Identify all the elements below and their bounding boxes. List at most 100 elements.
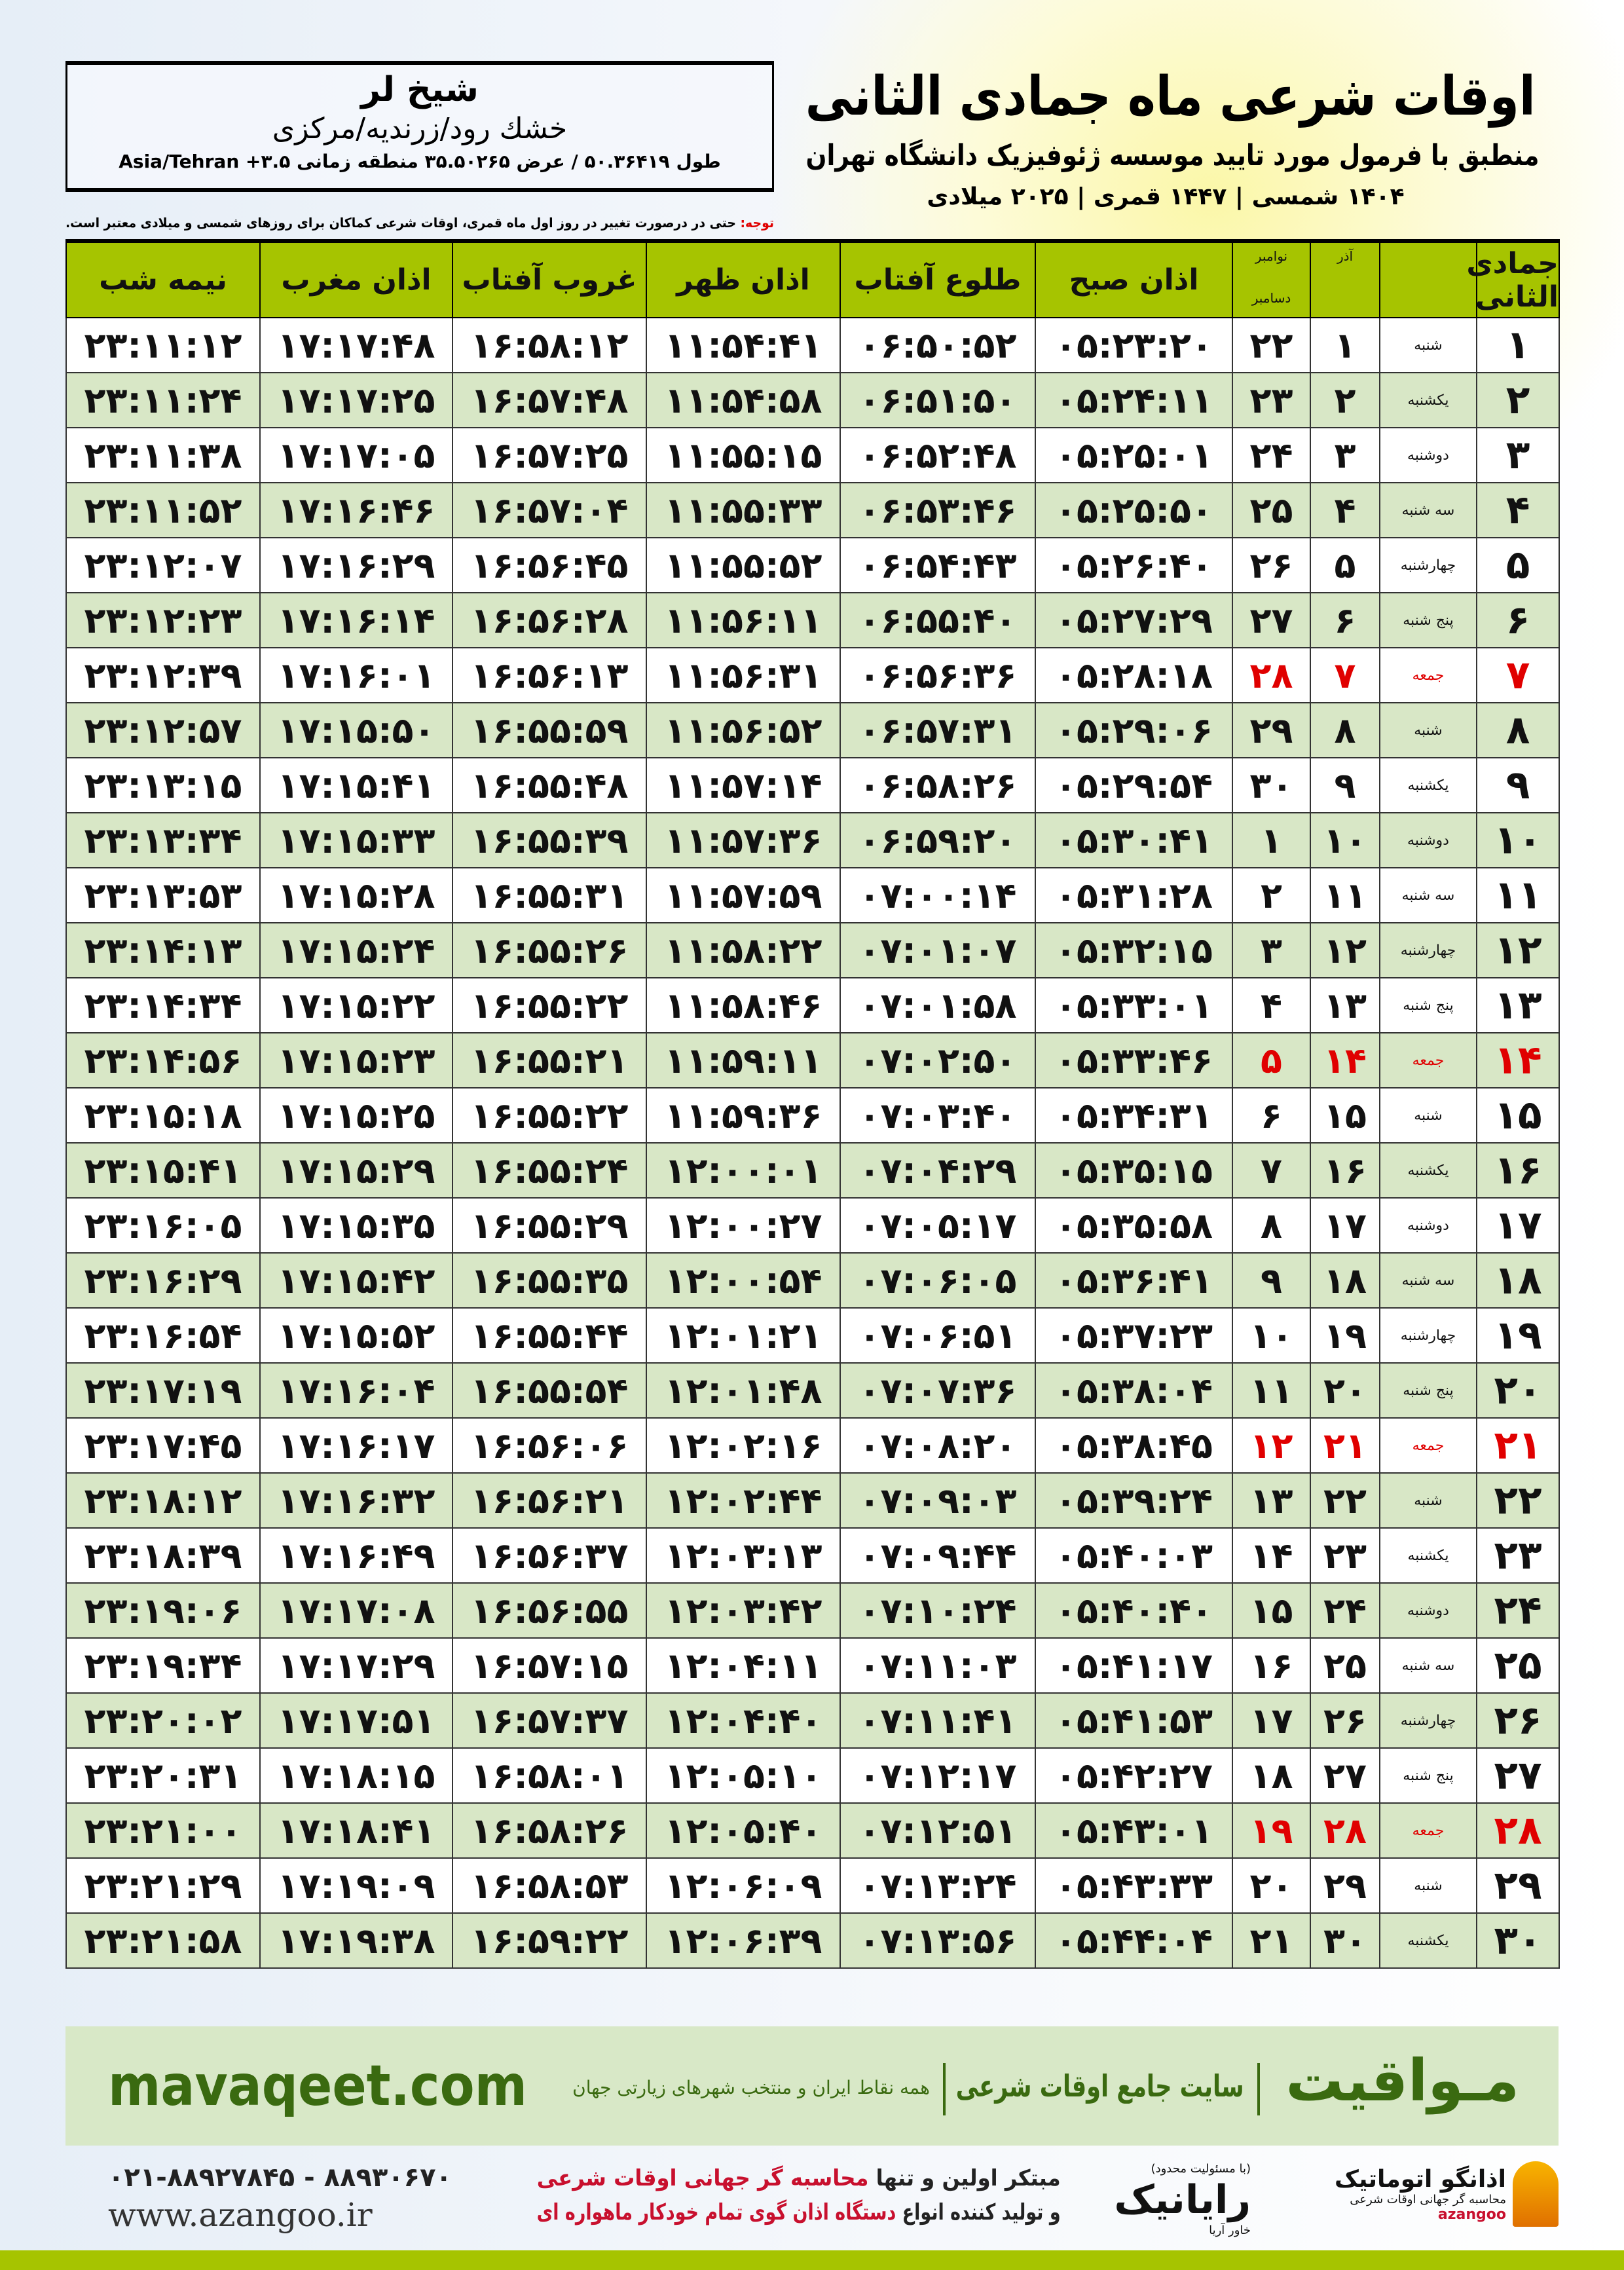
sunset-time: ۱۶:۵۵:۲۲: [452, 977, 647, 1033]
azar-day: ۱۴: [1310, 1032, 1380, 1088]
col-nov-dec: نوامبر دسامبر: [1232, 239, 1311, 318]
rayanik-name: رایانیک: [1114, 2177, 1251, 2223]
midnight-time: ۲۳:۱۶:۲۹: [65, 1252, 261, 1309]
col-maghrib: اذان مغرب: [259, 239, 453, 318]
azar-day: ۲۱: [1310, 1417, 1380, 1474]
nov-dec-day: ۳: [1232, 922, 1311, 978]
day-number: ۲۲: [1476, 1472, 1560, 1529]
sunset-time: ۱۶:۵۶:۵۵: [452, 1582, 647, 1639]
table-row: ۱۸ سه شنبه ۱۸ ۹ ۰۵:۳۶:۴۱ ۰۷:۰۶:۰۵ ۱۲:۰۰:۵۴ ۱۶:۵…: [65, 1252, 1560, 1309]
nov-dec-day: ۲۲: [1232, 317, 1311, 373]
weekday: چهارشنبه: [1379, 1307, 1477, 1364]
weekday: جمعه: [1379, 1802, 1477, 1859]
sunrise-time: ۰۷:۰۶:۰۵: [840, 1252, 1036, 1309]
sunrise-time: ۰۷:۰۴:۲۹: [840, 1142, 1036, 1199]
dhuhr-time: ۱۲:۰۳:۴۲: [646, 1582, 841, 1639]
city-name: شیخ لر: [361, 70, 479, 109]
sunrise-time: ۰۷:۰۹:۴۴: [840, 1527, 1036, 1584]
table-row: ۱۵ شنبه ۱۵ ۶ ۰۵:۳۴:۳۱ ۰۷:۰۳:۴۰ ۱۱:۵۹:۳۶ ۱۶:۵۵:۲…: [65, 1087, 1560, 1144]
nov-dec-day: ۲۶: [1232, 537, 1311, 593]
pitch-line2-inner: و تولید کننده انواع دستگاه اذان گوی تمام…: [537, 2195, 1061, 2229]
sunset-time: ۱۶:۵۵:۳۵: [452, 1252, 647, 1309]
maghrib-time: ۱۷:۱۵:۲۸: [259, 867, 453, 923]
phone-numbers: ۰۲۱-۸۸۹۲۷۸۴۵ - ۸۸۹۳۰۶۷۰: [108, 2163, 452, 2193]
midnight-time: ۲۳:۱۹:۳۴: [65, 1637, 261, 1694]
table-row: ۲۷ پنج شنبه ۲۷ ۱۸ ۰۵:۴۲:۲۷ ۰۷:۱۲:۱۷ ۱۲:۰۵:۱۰ ۱۶…: [65, 1747, 1560, 1804]
azar-day: ۱۳: [1310, 977, 1380, 1033]
sunset-time: ۱۶:۵۵:۳۱: [452, 867, 647, 923]
fajr-time: ۰۵:۲۵:۵۰: [1035, 482, 1233, 538]
nov-dec-day: ۱۲: [1232, 1417, 1311, 1474]
table-row: ۱۲ چهارشنبه ۱۲ ۳ ۰۵:۳۲:۱۵ ۰۷:۰۱:۰۷ ۱۱:۵۸:۲۲ ۱۶:…: [65, 922, 1560, 978]
dhuhr-time: ۱۲:۰۶:۳۹: [646, 1912, 841, 1969]
page-title-box: اوقات شرعی ماه جمادی الثانی: [805, 62, 1536, 131]
nov-dec-day: ۷: [1232, 1142, 1311, 1199]
city-name-box: شیخ لر: [73, 69, 767, 111]
weekday: جمعه: [1379, 1032, 1477, 1088]
pitch-text: مبتکر اولین و تنها محاسبه گر جهانی اوقات…: [537, 2161, 1061, 2229]
prayer-times-table: جمادی الثانی آذر نوامبر دسامبر اذان صبح ط…: [65, 239, 1560, 1969]
dhuhr-time: ۱۱:۵۶:۱۱: [646, 592, 841, 648]
day-number: ۲۰: [1476, 1362, 1560, 1419]
nov-dec-day: ۲۳: [1232, 372, 1311, 428]
year-line-box: ۱۴۰۴ شمسی | ۱۴۴۷ قمری | ۲۰۲۵ میلادی: [904, 182, 1428, 212]
azar-day: ۴: [1310, 482, 1380, 538]
weekday: دوشنبه: [1379, 812, 1477, 868]
bottom-bar: [0, 2250, 1624, 2270]
midnight-time: ۲۳:۱۳:۱۵: [65, 757, 261, 813]
dhuhr-time: ۱۲:۰۳:۱۳: [646, 1527, 841, 1584]
sunset-time: ۱۶:۵۸:۱۲: [452, 317, 647, 373]
sunset-time: ۱۶:۵۷:۲۵: [452, 427, 647, 483]
azangoo-name-box: اذانگو اتوماتیک: [1277, 2166, 1506, 2193]
weekday: پنج شنبه: [1379, 1362, 1477, 1419]
pitch-line2: و تولید کننده انواع دستگاه اذان گوی تمام…: [537, 2195, 1061, 2229]
azangoo-link[interactable]: www.azangoo.ir: [108, 2196, 373, 2234]
midnight-time: ۲۳:۱۱:۳۸: [65, 427, 261, 483]
fajr-time: ۰۵:۲۹:۵۴: [1035, 757, 1233, 813]
col-day: جمادی الثانی: [1466, 239, 1560, 318]
maghrib-time: ۱۷:۱۶:۰۱: [259, 647, 453, 703]
azar-day: ۲: [1310, 372, 1380, 428]
sunrise-time: ۰۷:۰۶:۵۱: [840, 1307, 1036, 1364]
col-midnight: نیمه شب: [65, 239, 261, 318]
dhuhr-time: ۱۲:۰۲:۱۶: [646, 1417, 841, 1474]
sunrise-time: ۰۶:۵۲:۴۸: [840, 427, 1036, 483]
sunset-time: ۱۶:۵۵:۳۹: [452, 812, 647, 868]
azangoo-logo: اذانگو اتوماتیک محاسبه گر جهانی اوقات شر…: [1270, 2161, 1559, 2227]
sunrise-time: ۰۶:۵۸:۲۶: [840, 757, 1036, 813]
sunrise-time: ۰۷:۱۳:۵۶: [840, 1912, 1036, 1969]
table-row: ۹ یکشنبه ۹ ۳۰ ۰۵:۲۹:۵۴ ۰۶:۵۸:۲۶ ۱۱:۵۷:۱۴ ۱۶:۵۵:…: [65, 757, 1560, 813]
azangoo-link-box[interactable]: www.azangoo.ir: [108, 2195, 514, 2235]
day-number: ۱۴: [1476, 1032, 1560, 1088]
fajr-time: ۰۵:۳۴:۳۱: [1035, 1087, 1233, 1144]
slogan: سایت جامع اوقات شرعی: [956, 2068, 1244, 2104]
day-number: ۲۴: [1476, 1582, 1560, 1639]
sunrise-time: ۰۷:۱۲:۱۷: [840, 1747, 1036, 1804]
dhuhr-time: ۱۱:۵۵:۱۵: [646, 427, 841, 483]
sunset-time: ۱۶:۵۸:۲۶: [452, 1802, 647, 1859]
slogan-sub: همه نقاط ایران و منتخب شهرهای زیارتی جها…: [572, 2077, 930, 2098]
fajr-time: ۰۵:۳۸:۴۵: [1035, 1417, 1233, 1474]
mavaqeet-link[interactable]: mavaqeet.com: [108, 2053, 527, 2119]
mavaqeet-link-box[interactable]: mavaqeet.com: [108, 2050, 527, 2122]
table-row: ۷ جمعه ۷ ۲۸ ۰۵:۲۸:۱۸ ۰۶:۵۶:۳۶ ۱۱:۵۶:۳۱ ۱۶:۵۶:۱۳…: [65, 647, 1560, 703]
table-row: ۱۰ دوشنبه ۱۰ ۱ ۰۵:۳۰:۴۱ ۰۶:۵۹:۲۰ ۱۱:۵۷:۳۶ ۱۶:۵۵…: [65, 812, 1560, 868]
maghrib-time: ۱۷:۱۸:۴۱: [259, 1802, 453, 1859]
sunrise-time: ۰۷:۰۱:۰۷: [840, 922, 1036, 978]
midnight-time: ۲۳:۱۳:۳۴: [65, 812, 261, 868]
azar-day: ۱۷: [1310, 1197, 1380, 1254]
azar-day: ۳: [1310, 427, 1380, 483]
table-row: ۴ سه شنبه ۴ ۲۵ ۰۵:۲۵:۵۰ ۰۶:۵۳:۴۶ ۱۱:۵۵:۳۳ ۱۶:۵۷…: [65, 482, 1560, 538]
sunset-time: ۱۶:۵۵:۲۹: [452, 1197, 647, 1254]
pitch-line2b: دستگاه اذان گوی تمام خودکار ماهواره ای: [536, 2199, 896, 2225]
day-number: ۲۹: [1476, 1857, 1560, 1914]
sunset-time: ۱۶:۵۵:۵۴: [452, 1362, 647, 1419]
fajr-time: ۰۵:۳۹:۲۴: [1035, 1472, 1233, 1529]
sunrise-time: ۰۶:۵۱:۵۰: [840, 372, 1036, 428]
weekday: دوشنبه: [1379, 1582, 1477, 1639]
fajr-time: ۰۵:۴۲:۲۷: [1035, 1747, 1233, 1804]
midnight-time: ۲۳:۱۶:۰۵: [65, 1197, 261, 1254]
table-row: ۲۸ جمعه ۲۸ ۱۹ ۰۵:۴۳:۰۱ ۰۷:۱۲:۵۱ ۱۲:۰۵:۴۰ ۱۶:۵۸:…: [65, 1802, 1560, 1859]
weekday: پنج شنبه: [1379, 592, 1477, 648]
page-subtitle-box: منطبق با فرمول مورد تایید موسسه ژئوفیزیک…: [805, 136, 1539, 176]
